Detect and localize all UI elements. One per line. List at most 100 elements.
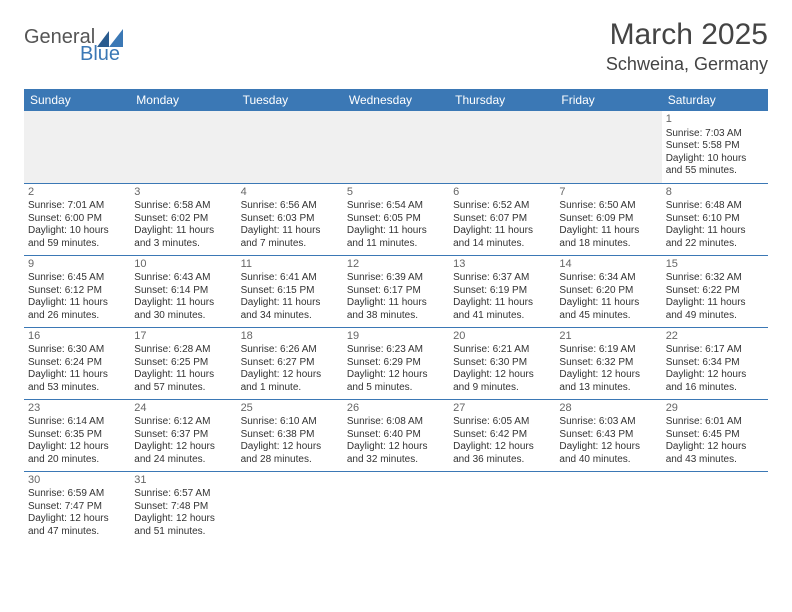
calendar-cell: 8Sunrise: 6:48 AMSunset: 6:10 PMDaylight… xyxy=(662,183,768,255)
day-number: 12 xyxy=(347,258,445,272)
cell-sunrise: Sunrise: 6:48 AM xyxy=(666,200,764,213)
calendar-cell: 5Sunrise: 6:54 AMSunset: 6:05 PMDaylight… xyxy=(343,183,449,255)
calendar-cell: 19Sunrise: 6:23 AMSunset: 6:29 PMDayligh… xyxy=(343,327,449,399)
cell-sunset: Sunset: 6:15 PM xyxy=(241,285,339,298)
cell-daylight1: Daylight: 12 hours xyxy=(134,513,232,526)
cell-daylight2: and 5 minutes. xyxy=(347,382,445,395)
cell-sunset: Sunset: 6:37 PM xyxy=(134,429,232,442)
calendar-table: Sunday Monday Tuesday Wednesday Thursday… xyxy=(24,89,768,543)
cell-daylight2: and 36 minutes. xyxy=(453,454,551,467)
cell-daylight2: and 26 minutes. xyxy=(28,310,126,323)
calendar-cell: 30Sunrise: 6:59 AMSunset: 7:47 PMDayligh… xyxy=(24,471,130,543)
cell-daylight2: and 49 minutes. xyxy=(666,310,764,323)
cell-daylight1: Daylight: 12 hours xyxy=(453,441,551,454)
calendar-cell: 22Sunrise: 6:17 AMSunset: 6:34 PMDayligh… xyxy=(662,327,768,399)
weekday-thursday: Thursday xyxy=(449,89,555,111)
cell-sunrise: Sunrise: 6:08 AM xyxy=(347,416,445,429)
cell-sunrise: Sunrise: 6:21 AM xyxy=(453,344,551,357)
cell-daylight1: Daylight: 10 hours xyxy=(28,225,126,238)
day-number: 28 xyxy=(559,402,657,416)
cell-daylight2: and 3 minutes. xyxy=(134,238,232,251)
calendar-cell xyxy=(555,111,661,183)
cell-sunset: Sunset: 7:48 PM xyxy=(134,501,232,514)
cell-sunrise: Sunrise: 6:03 AM xyxy=(559,416,657,429)
calendar-cell: 2Sunrise: 7:01 AMSunset: 6:00 PMDaylight… xyxy=(24,183,130,255)
day-number: 10 xyxy=(134,258,232,272)
cell-daylight1: Daylight: 11 hours xyxy=(347,225,445,238)
calendar-row: 30Sunrise: 6:59 AMSunset: 7:47 PMDayligh… xyxy=(24,471,768,543)
cell-daylight2: and 16 minutes. xyxy=(666,382,764,395)
cell-daylight2: and 41 minutes. xyxy=(453,310,551,323)
calendar-cell: 16Sunrise: 6:30 AMSunset: 6:24 PMDayligh… xyxy=(24,327,130,399)
cell-daylight1: Daylight: 11 hours xyxy=(28,369,126,382)
cell-daylight1: Daylight: 12 hours xyxy=(28,513,126,526)
cell-sunset: Sunset: 6:43 PM xyxy=(559,429,657,442)
cell-daylight2: and 1 minute. xyxy=(241,382,339,395)
calendar-cell xyxy=(237,111,343,183)
cell-daylight1: Daylight: 11 hours xyxy=(134,225,232,238)
calendar-row: 2Sunrise: 7:01 AMSunset: 6:00 PMDaylight… xyxy=(24,183,768,255)
calendar-cell: 21Sunrise: 6:19 AMSunset: 6:32 PMDayligh… xyxy=(555,327,661,399)
cell-daylight2: and 51 minutes. xyxy=(134,526,232,539)
cell-daylight2: and 57 minutes. xyxy=(134,382,232,395)
header: GeneralBlue March 2025 Schweina, Germany xyxy=(24,18,768,75)
cell-sunrise: Sunrise: 6:34 AM xyxy=(559,272,657,285)
cell-daylight2: and 11 minutes. xyxy=(347,238,445,251)
calendar-cell: 10Sunrise: 6:43 AMSunset: 6:14 PMDayligh… xyxy=(130,255,236,327)
cell-sunrise: Sunrise: 6:12 AM xyxy=(134,416,232,429)
cell-sunset: Sunset: 6:38 PM xyxy=(241,429,339,442)
cell-daylight2: and 47 minutes. xyxy=(28,526,126,539)
cell-sunset: Sunset: 6:35 PM xyxy=(28,429,126,442)
cell-sunset: Sunset: 6:19 PM xyxy=(453,285,551,298)
cell-sunset: Sunset: 6:05 PM xyxy=(347,213,445,226)
cell-sunset: Sunset: 6:10 PM xyxy=(666,213,764,226)
weekday-wednesday: Wednesday xyxy=(343,89,449,111)
cell-daylight2: and 30 minutes. xyxy=(134,310,232,323)
cell-daylight1: Daylight: 11 hours xyxy=(241,225,339,238)
day-number: 25 xyxy=(241,402,339,416)
month-title: March 2025 xyxy=(606,18,768,52)
calendar-cell xyxy=(555,471,661,543)
logo-text-blue: Blue xyxy=(80,43,125,66)
cell-sunset: Sunset: 6:12 PM xyxy=(28,285,126,298)
day-number: 2 xyxy=(28,186,126,200)
calendar-cell xyxy=(24,111,130,183)
calendar-cell xyxy=(237,471,343,543)
day-number: 27 xyxy=(453,402,551,416)
cell-daylight2: and 43 minutes. xyxy=(666,454,764,467)
day-number: 22 xyxy=(666,330,764,344)
calendar-cell: 20Sunrise: 6:21 AMSunset: 6:30 PMDayligh… xyxy=(449,327,555,399)
cell-sunset: Sunset: 7:47 PM xyxy=(28,501,126,514)
cell-sunrise: Sunrise: 6:54 AM xyxy=(347,200,445,213)
weekday-monday: Monday xyxy=(130,89,236,111)
cell-daylight1: Daylight: 11 hours xyxy=(559,225,657,238)
cell-daylight1: Daylight: 11 hours xyxy=(347,297,445,310)
day-number: 30 xyxy=(28,474,126,488)
cell-daylight1: Daylight: 11 hours xyxy=(453,225,551,238)
calendar-cell: 18Sunrise: 6:26 AMSunset: 6:27 PMDayligh… xyxy=(237,327,343,399)
calendar-cell: 7Sunrise: 6:50 AMSunset: 6:09 PMDaylight… xyxy=(555,183,661,255)
cell-sunrise: Sunrise: 6:37 AM xyxy=(453,272,551,285)
weekday-saturday: Saturday xyxy=(662,89,768,111)
cell-sunset: Sunset: 6:02 PM xyxy=(134,213,232,226)
cell-daylight1: Daylight: 12 hours xyxy=(559,369,657,382)
cell-daylight1: Daylight: 12 hours xyxy=(28,441,126,454)
day-number: 8 xyxy=(666,186,764,200)
day-number: 15 xyxy=(666,258,764,272)
calendar-row: 1Sunrise: 7:03 AMSunset: 5:58 PMDaylight… xyxy=(24,111,768,183)
calendar-cell: 6Sunrise: 6:52 AMSunset: 6:07 PMDaylight… xyxy=(449,183,555,255)
cell-sunrise: Sunrise: 6:57 AM xyxy=(134,488,232,501)
cell-sunrise: Sunrise: 6:30 AM xyxy=(28,344,126,357)
calendar-cell: 25Sunrise: 6:10 AMSunset: 6:38 PMDayligh… xyxy=(237,399,343,471)
calendar-cell xyxy=(130,111,236,183)
cell-daylight2: and 9 minutes. xyxy=(453,382,551,395)
cell-sunset: Sunset: 6:45 PM xyxy=(666,429,764,442)
day-number: 23 xyxy=(28,402,126,416)
cell-daylight1: Daylight: 11 hours xyxy=(134,369,232,382)
day-number: 29 xyxy=(666,402,764,416)
calendar-cell xyxy=(343,111,449,183)
day-number: 31 xyxy=(134,474,232,488)
cell-sunset: Sunset: 6:07 PM xyxy=(453,213,551,226)
cell-daylight1: Daylight: 12 hours xyxy=(241,441,339,454)
cell-daylight1: Daylight: 12 hours xyxy=(347,369,445,382)
